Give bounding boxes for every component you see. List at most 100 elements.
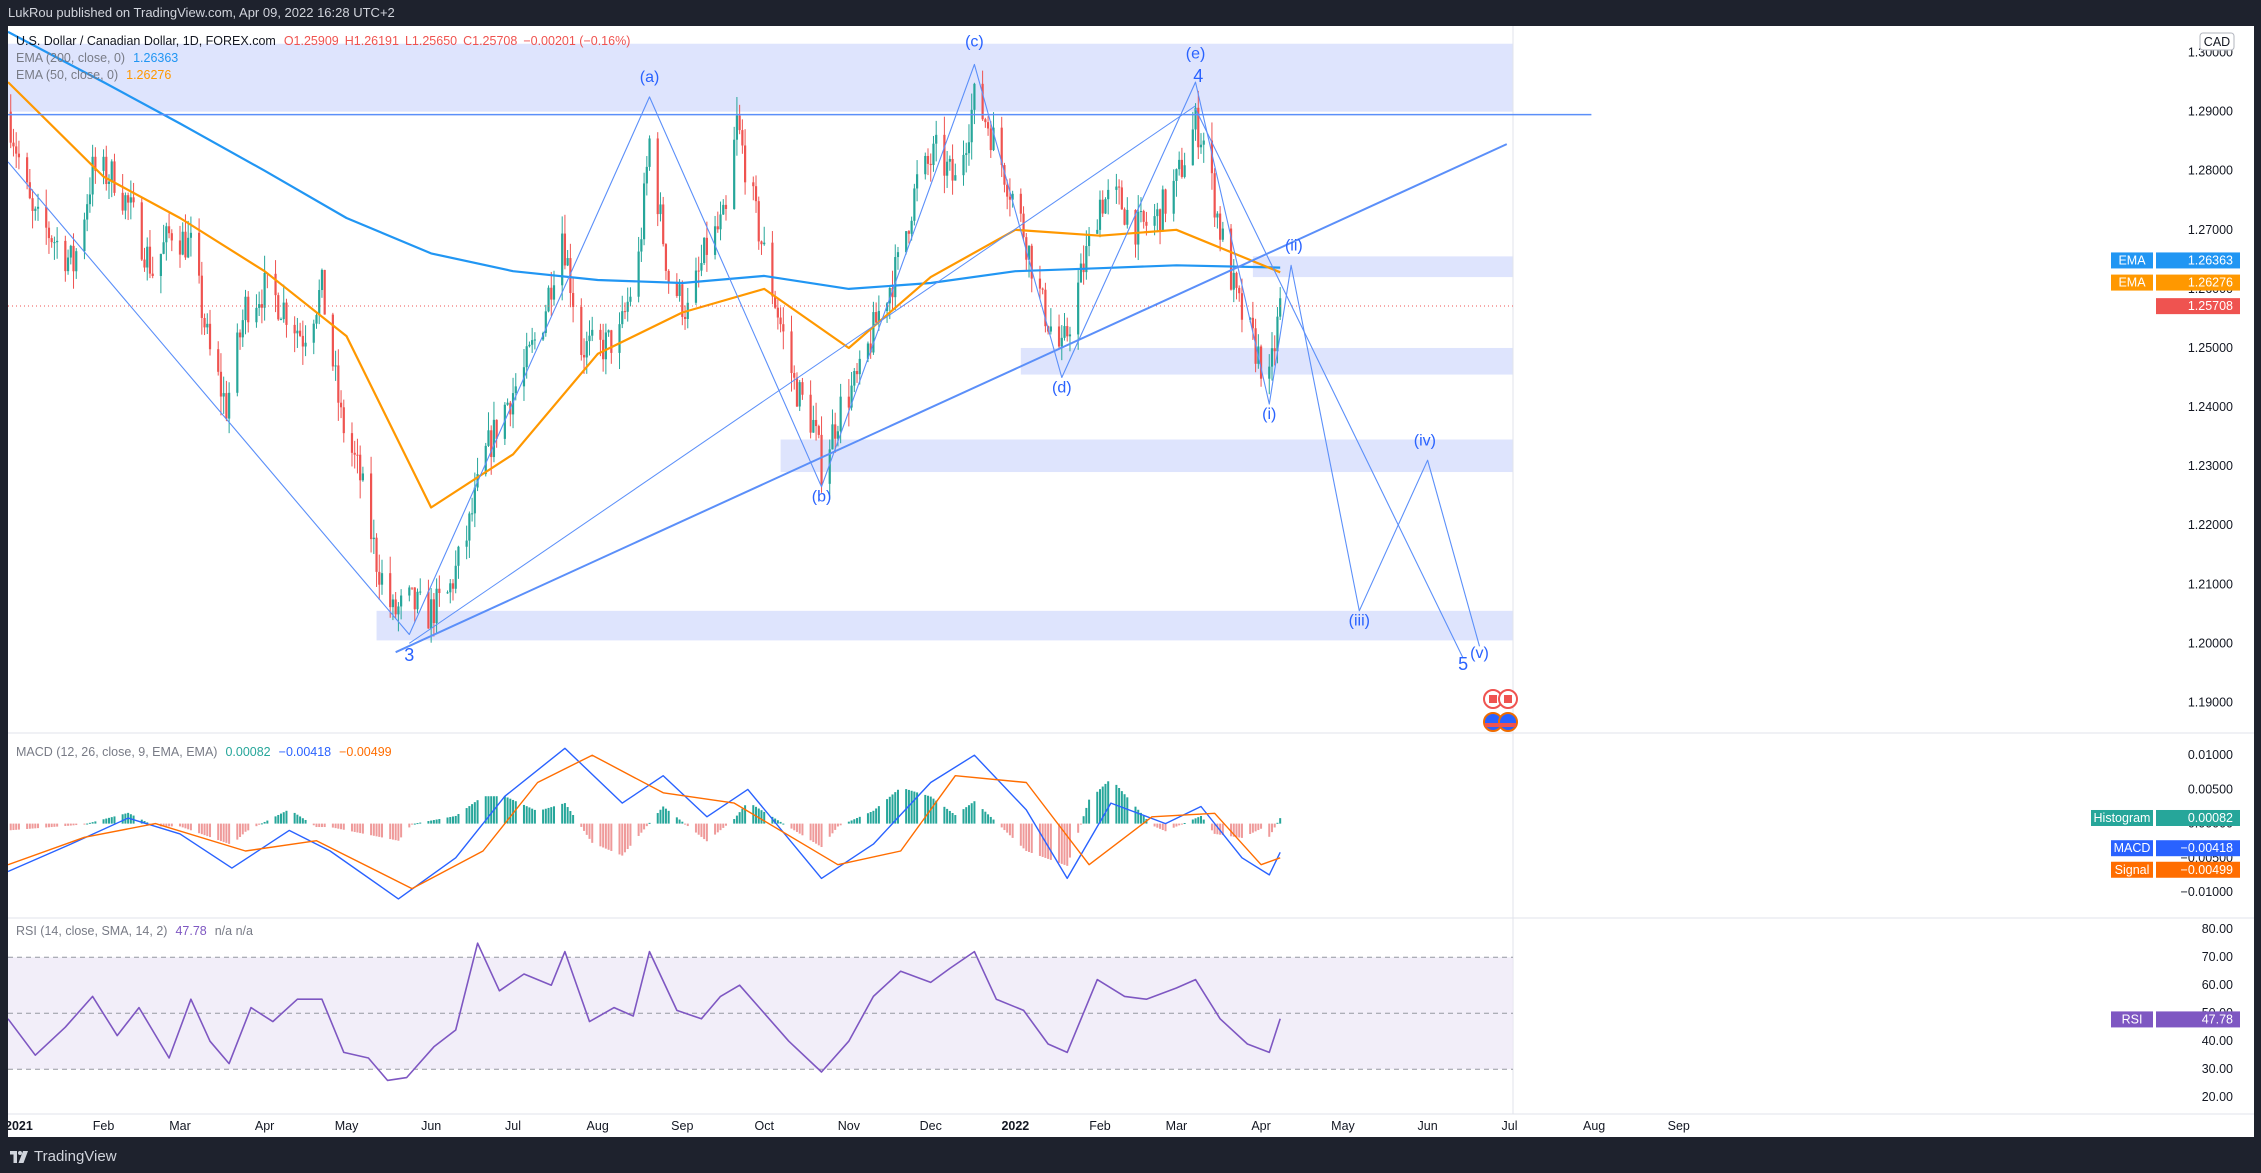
- time-tick: Nov: [838, 1119, 861, 1133]
- candle-body: [419, 591, 422, 593]
- macd-histogram-bar: [28, 823, 31, 829]
- candle-body: [858, 358, 861, 375]
- candle-body: [935, 134, 938, 144]
- candle-body: [763, 242, 766, 245]
- candle-body: [798, 382, 801, 407]
- candle-body: [1085, 246, 1088, 273]
- macd-histogram-bar: [449, 816, 452, 824]
- main-legend[interactable]: U.S. Dollar / Canadian Dollar, 1D, FOREX…: [16, 34, 630, 82]
- macd-histogram-bar: [1028, 823, 1031, 852]
- macd-histogram-bar: [744, 805, 747, 824]
- candle-body: [320, 269, 324, 291]
- candle-body: [217, 349, 220, 372]
- macd-histogram-bar: [1251, 823, 1254, 833]
- candle-body: [1259, 346, 1263, 379]
- macd-hist-badge: Histogram 0.00082: [2091, 809, 2240, 826]
- macd-histogram-bar: [47, 823, 50, 828]
- candle-body: [148, 246, 152, 274]
- macd-histogram-bar: [1156, 823, 1159, 828]
- candle-body: [274, 273, 277, 296]
- candle-body: [547, 287, 550, 312]
- macd-histogram-bar: [400, 823, 403, 838]
- time-axis[interactable]: 2021 Feb Mar Apr May Jun Jul Aug Sep Oct Nov Dec 202…: [8, 1119, 1690, 1133]
- macd-value-badge: MACD −0.00418: [2111, 840, 2240, 857]
- candle-body: [140, 202, 143, 260]
- candle-body: [465, 540, 468, 547]
- macd-histogram-bar: [1257, 823, 1260, 831]
- macd-histogram-bar: [1006, 823, 1009, 833]
- candle-body: [1049, 326, 1052, 332]
- currency-badge[interactable]: CAD: [2199, 32, 2235, 51]
- rsi-tick: 70.00: [2202, 950, 2233, 964]
- candle-body: [1197, 107, 1200, 148]
- macd-histogram-bar: [1161, 823, 1164, 831]
- macd-histogram-bar: [798, 823, 801, 834]
- macd-histogram-bar: [1085, 807, 1088, 824]
- candle-body: [735, 115, 739, 140]
- svg-text:MACD (12, 26, close, 9, EMA, E: MACD (12, 26, close, 9, EMA, EMA) 0.00082…: [16, 745, 392, 759]
- macd-histogram-bar: [17, 823, 20, 830]
- macd-histogram-bar: [280, 813, 282, 824]
- macd-histogram-bar: [75, 823, 78, 826]
- rsi-value-badge-label-bg: [2111, 1011, 2153, 1028]
- macd-histogram-bar: [1183, 823, 1186, 825]
- candle-body: [626, 301, 629, 312]
- macd-histogram-bar: [738, 812, 741, 824]
- svg-text:RSI (14, close, SMA, 14, 2)47.: RSI (14, close, SMA, 14, 2) 47.78 n/a n/a: [16, 924, 253, 938]
- candle-body: [105, 156, 108, 184]
- time-tick: Jun: [1418, 1119, 1438, 1133]
- macd-histogram-bar: [891, 794, 894, 824]
- candle-body: [263, 272, 266, 308]
- macd-histogram-bar: [1126, 797, 1129, 824]
- macd-histogram-bar: [282, 812, 285, 824]
- candle-body: [675, 281, 678, 296]
- macd-histogram-bar: [866, 813, 869, 824]
- macd-histogram-bar: [1219, 823, 1222, 835]
- candle-body: [1000, 127, 1003, 166]
- macd-histogram-bar: [1180, 823, 1183, 825]
- candle-body: [391, 599, 395, 608]
- price-axis[interactable]: 1.300001.290001.280001.270001.260001.250…: [2091, 46, 2240, 1105]
- candle-body: [580, 306, 583, 355]
- macd-histogram-bar: [1235, 823, 1238, 838]
- rsi-value-badge-value: 47.78: [2202, 1012, 2233, 1026]
- candle-body: [1104, 199, 1107, 214]
- macd-histogram-bar: [1030, 823, 1033, 853]
- candle-body: [664, 244, 668, 271]
- macd-histogram-bar: [659, 809, 662, 824]
- macd-histogram-bar: [15, 823, 18, 830]
- rsi-tick: 80.00: [2202, 922, 2233, 936]
- macd-histogram-bar: [1022, 823, 1025, 849]
- macd-histogram-bar: [1194, 818, 1197, 824]
- candle-body: [200, 275, 203, 318]
- candle-body: [910, 220, 913, 234]
- candle-body: [662, 204, 665, 245]
- candle-body: [1202, 140, 1205, 145]
- price-tick: 1.20000: [2188, 636, 2233, 650]
- candle-body: [9, 111, 12, 143]
- us-flag-icon[interactable]: [1483, 712, 1518, 732]
- candle-body: [793, 373, 796, 378]
- candle-body: [159, 253, 162, 277]
- legend-ema200-label: EMA (200, close, 0): [16, 51, 125, 65]
- candle-body: [47, 227, 51, 239]
- macd-histogram-bar: [165, 823, 168, 827]
- candle-body: [1180, 159, 1183, 177]
- macd-histogram-bar: [853, 819, 856, 824]
- rsi-tick: 20.00: [2202, 1090, 2233, 1104]
- canada-flag-icon[interactable]: [1483, 689, 1518, 709]
- macd-histogram-bar: [255, 823, 258, 827]
- macd-histogram-bar: [105, 818, 108, 824]
- ema50-price-badge-value-bg: [2156, 274, 2240, 291]
- chart-canvas[interactable]: 3 (a) (b) (c) (d) (e) 4 (i) (ii) (iii) (iv) 5(v) 1.…: [8, 26, 2254, 1137]
- macd-histogram-bar: [503, 796, 506, 824]
- candle-body: [779, 317, 782, 325]
- candle-body: [427, 591, 430, 629]
- macd-histogram-bar: [648, 822, 651, 824]
- candle-body: [1268, 366, 1271, 379]
- candle-body: [293, 324, 296, 334]
- macd-legend[interactable]: MACD (12, 26, close, 9, EMA, EMA) 0.00082…: [16, 745, 392, 759]
- macd-histogram-bar: [525, 806, 528, 824]
- candle-body: [1194, 107, 1197, 130]
- rsi-legend[interactable]: RSI (14, close, SMA, 14, 2) 47.78 n/a n/a: [16, 924, 253, 938]
